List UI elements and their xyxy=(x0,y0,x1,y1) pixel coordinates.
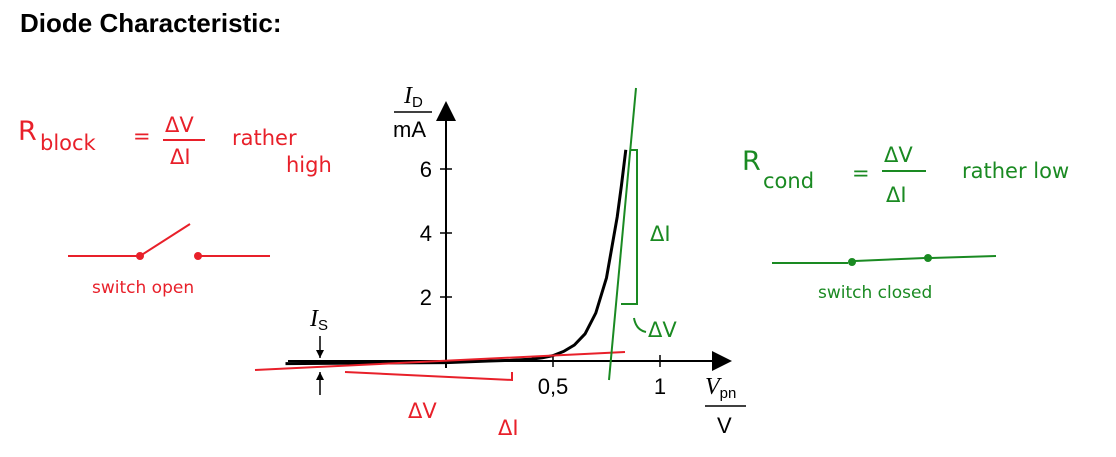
saturation-current-marker: IS xyxy=(309,306,328,395)
y-tick-label: 6 xyxy=(420,157,432,182)
red-reverse-tangent xyxy=(254,351,626,371)
x-axis-unit: V xyxy=(717,413,732,438)
red-high-text: high xyxy=(286,153,332,177)
switch-closed-drawing xyxy=(772,254,997,266)
r-cond-subscript: cond xyxy=(763,169,814,193)
page-title: Diode Characteristic: xyxy=(20,8,282,38)
svg-text:ID: ID xyxy=(403,83,423,111)
switch-closed-label: switch closed xyxy=(818,283,932,303)
green-delta-i: ΔI xyxy=(650,222,671,246)
r-cond-fraction-top: ΔV xyxy=(884,143,913,167)
x-axis-label: Vpn V xyxy=(705,374,746,438)
switch-open-label: switch open xyxy=(92,278,194,298)
y-tick-label: 4 xyxy=(420,221,432,246)
x-tick-label: 0,5 xyxy=(538,374,569,399)
green-delta-v: ΔV xyxy=(648,318,677,342)
r-block-symbol: R xyxy=(18,116,37,147)
svg-text:IS: IS xyxy=(309,306,328,334)
green-rather-low: rather low xyxy=(962,159,1069,183)
svg-text:Vpn: Vpn xyxy=(705,374,736,402)
green-annotations: R cond = ΔV ΔI rather low switch closed … xyxy=(608,87,1069,381)
r-cond-fraction-bottom: ΔI xyxy=(886,183,907,207)
r-block-subscript: block xyxy=(40,131,97,155)
r-cond-symbol: R xyxy=(742,146,761,177)
r-block-fraction-top: ΔV xyxy=(165,113,194,137)
r-block-equals: = xyxy=(133,124,151,148)
green-forward-tangent xyxy=(608,87,637,381)
red-delta-triangle xyxy=(344,371,513,382)
r-cond-equals: = xyxy=(852,161,870,185)
y-tick-label: 2 xyxy=(420,285,432,310)
y-axis-label: ID mA xyxy=(393,83,432,142)
y-axis-unit: mA xyxy=(393,117,426,142)
red-delta-v: ΔV xyxy=(408,399,437,423)
diode-characteristic-curve xyxy=(285,149,628,366)
red-annotations: R block = ΔV ΔI rather high switch open … xyxy=(18,113,626,440)
x-tick-label: 1 xyxy=(654,374,666,399)
red-delta-i: ΔI xyxy=(498,416,519,440)
red-rather-text: rather xyxy=(232,126,297,150)
green-delta-triangle xyxy=(621,149,638,305)
r-block-fraction-bottom: ΔI xyxy=(170,145,191,169)
switch-open-drawing xyxy=(68,223,270,260)
